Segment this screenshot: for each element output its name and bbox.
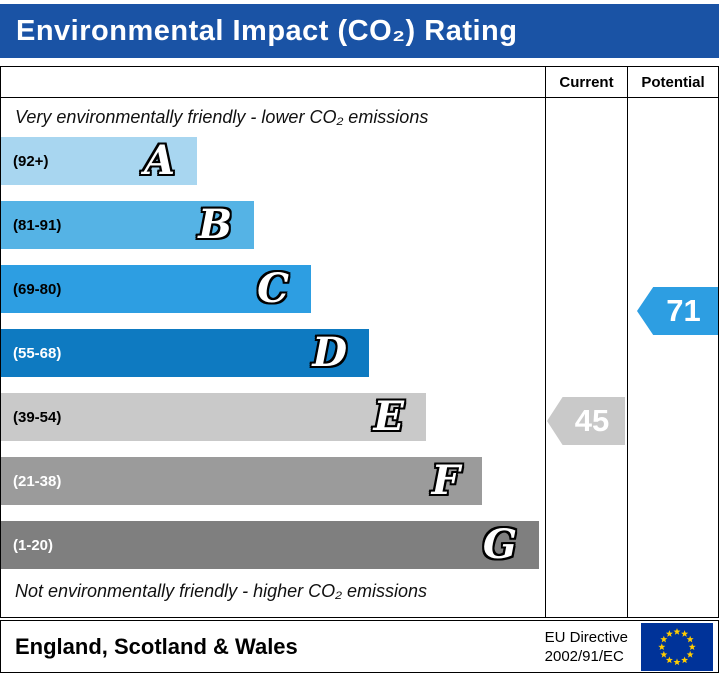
eu-directive-label: EU Directive 2002/91/EC [545, 628, 628, 666]
band-letter-b: B [198, 201, 232, 248]
page-title: Environmental Impact (CO₂) Rating [16, 14, 518, 47]
band-range-a: (92+) [13, 152, 49, 170]
band-letter-f: F [431, 457, 460, 504]
band-letter-d: D [312, 329, 347, 376]
current-column-header: Current [559, 74, 614, 91]
band-bar-c: (69-80) C [1, 265, 311, 313]
band-range-d: (55-68) [13, 344, 62, 362]
potential-column-header: Potential [641, 74, 705, 91]
eu-directive-line1: EU Directive [544, 628, 628, 646]
eu-flag-icon [641, 622, 713, 671]
band-range-c: (69-80) [13, 280, 62, 298]
rating-chart: Current Potential Very environmentally f… [0, 66, 719, 618]
footer-region: England, Scotland & Wales [15, 633, 298, 659]
potential-column-divider [627, 67, 628, 617]
band-bar-a: (92+) A [1, 137, 197, 185]
chart-title-banner: Environmental Impact (CO₂) Rating [0, 4, 719, 58]
band-bar-d: (55-68) D [1, 329, 369, 377]
footer: England, Scotland & Wales EU Directive 2… [0, 620, 719, 673]
band-bars: (92+) A (81-91) B (69-80) C (55-68) D (3… [1, 137, 545, 585]
potential-rating-value: 71 [666, 293, 701, 328]
band-letter-e: E [373, 393, 405, 440]
band-bar-f: (21-38) F [1, 457, 482, 505]
column-header-row: Current Potential [1, 67, 718, 98]
current-column-divider [545, 67, 546, 617]
epc-environmental-impact-chart: Environmental Impact (CO₂) Rating Curren… [0, 4, 719, 673]
band-range-f: (21-38) [13, 472, 62, 490]
band-bar-g: (1-20) G [1, 521, 539, 569]
top-note: Very environmentally friendly - lower CO… [15, 107, 429, 127]
eu-directive-line2: 2002/91/EC [544, 647, 624, 665]
band-range-b: (81-91) [13, 216, 62, 234]
bottom-note: Not environmentally friendly - higher CO… [15, 581, 428, 601]
band-letter-a: A [143, 137, 175, 184]
band-bar-e: (39-54) E [1, 393, 426, 441]
band-letter-c: C [257, 265, 289, 312]
band-range-e: (39-54) [13, 408, 62, 426]
band-letter-g: G [482, 521, 517, 568]
potential-rating-arrow: 71 [637, 287, 718, 335]
current-rating-arrow: 45 [547, 397, 625, 445]
band-range-g: (1-20) [13, 536, 54, 554]
band-bar-b: (81-91) B [1, 201, 254, 249]
current-rating-value: 45 [574, 403, 610, 438]
